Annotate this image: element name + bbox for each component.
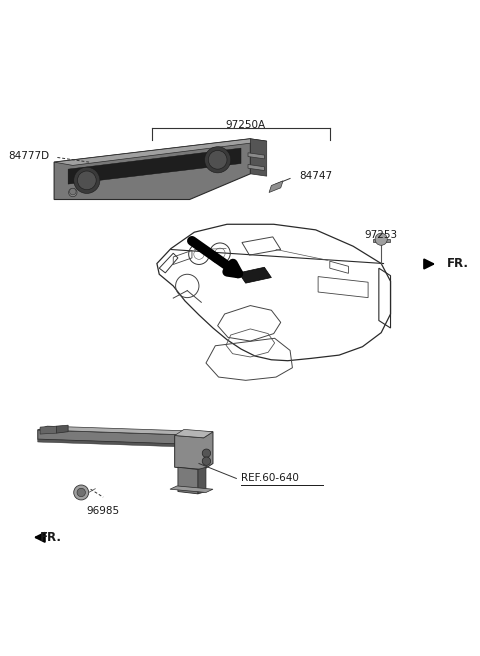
Polygon shape [54, 139, 267, 165]
Circle shape [74, 485, 89, 500]
Polygon shape [248, 165, 264, 171]
Polygon shape [175, 432, 213, 470]
Polygon shape [170, 486, 213, 493]
Polygon shape [198, 467, 206, 494]
Polygon shape [57, 425, 68, 433]
Circle shape [74, 167, 100, 194]
Circle shape [204, 147, 231, 173]
Polygon shape [373, 239, 390, 241]
Circle shape [70, 188, 76, 195]
Circle shape [375, 233, 387, 245]
Circle shape [69, 188, 77, 197]
Polygon shape [40, 426, 57, 434]
Text: 84747: 84747 [300, 171, 333, 181]
Polygon shape [54, 139, 251, 199]
Text: FR.: FR. [446, 258, 468, 270]
Text: REF.60-640: REF.60-640 [241, 474, 299, 483]
Text: 84777D: 84777D [8, 151, 49, 161]
Polygon shape [269, 181, 283, 192]
Text: 97250A: 97250A [226, 120, 266, 130]
Polygon shape [248, 153, 264, 159]
Polygon shape [38, 426, 213, 436]
Circle shape [202, 449, 211, 457]
Circle shape [202, 457, 211, 465]
Text: 97253: 97253 [365, 230, 398, 239]
Polygon shape [175, 430, 213, 438]
Polygon shape [38, 430, 204, 445]
Circle shape [77, 488, 85, 497]
Polygon shape [68, 148, 241, 184]
Text: 96985: 96985 [86, 506, 120, 516]
Polygon shape [251, 139, 267, 176]
Circle shape [77, 171, 96, 190]
Polygon shape [178, 467, 198, 494]
Text: FR.: FR. [40, 531, 62, 544]
Circle shape [208, 150, 227, 169]
Polygon shape [38, 440, 204, 447]
Polygon shape [239, 267, 271, 283]
